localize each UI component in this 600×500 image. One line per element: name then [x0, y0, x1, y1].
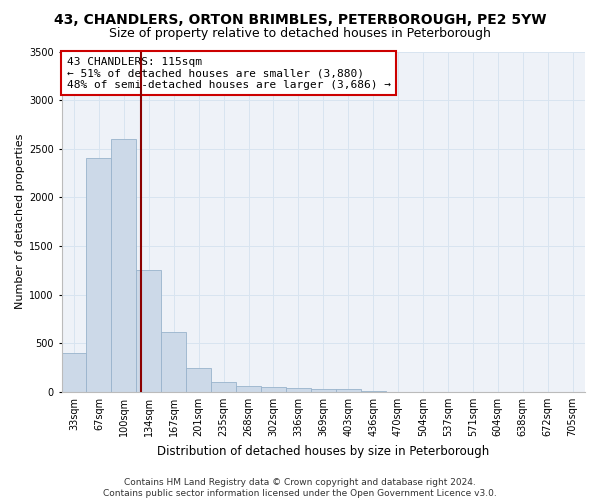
Bar: [336, 390, 361, 392]
Text: 43, CHANDLERS, ORTON BRIMBLES, PETERBOROUGH, PE2 5YW: 43, CHANDLERS, ORTON BRIMBLES, PETERBORO…: [54, 12, 546, 26]
X-axis label: Distribution of detached houses by size in Peterborough: Distribution of detached houses by size …: [157, 444, 490, 458]
Bar: [286, 388, 311, 392]
Bar: [161, 332, 186, 392]
Text: 43 CHANDLERS: 115sqm
← 51% of detached houses are smaller (3,880)
48% of semi-de: 43 CHANDLERS: 115sqm ← 51% of detached h…: [67, 56, 391, 90]
Bar: [261, 387, 286, 392]
Bar: [211, 382, 236, 392]
Text: Contains HM Land Registry data © Crown copyright and database right 2024.
Contai: Contains HM Land Registry data © Crown c…: [103, 478, 497, 498]
Y-axis label: Number of detached properties: Number of detached properties: [15, 134, 25, 310]
Bar: [86, 158, 112, 392]
Text: Size of property relative to detached houses in Peterborough: Size of property relative to detached ho…: [109, 28, 491, 40]
Bar: [236, 386, 261, 392]
Bar: [361, 391, 386, 392]
Bar: [112, 139, 136, 392]
Bar: [136, 270, 161, 392]
Bar: [186, 368, 211, 392]
Bar: [311, 390, 336, 392]
Bar: [62, 353, 86, 392]
